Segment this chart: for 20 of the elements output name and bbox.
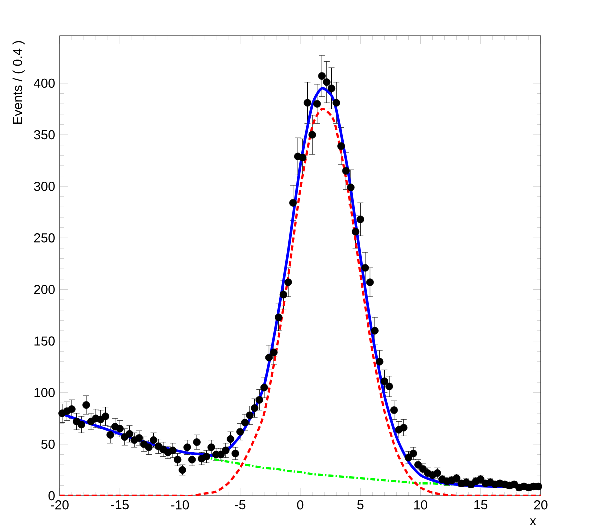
x-tick-label: -20 [51,500,69,510]
x-axis-title: x [530,518,536,526]
x-tick-label: 15 [474,500,488,510]
y-tick-label: 150 [34,336,55,346]
x-tick-label: 10 [414,500,428,510]
x-tick-label: -10 [171,500,190,510]
x-tick-label: -5 [235,500,246,510]
y-tick-label: 350 [34,130,55,140]
y-tick-label: 300 [34,182,55,192]
y-axis-title: Events / ( 0.4 ) [12,41,25,124]
y-tick-label: 100 [34,388,55,398]
x-tick-label: 0 [297,500,304,510]
y-tick-label: 250 [34,234,55,243]
y-tick-label: 400 [34,78,55,88]
x-tick-label: 5 [358,500,364,510]
y-tick-label: 200 [34,285,55,294]
y-tick-label: 50 [42,440,55,450]
y-tick-label: 0 [48,491,55,501]
x-tick-label: -15 [111,500,129,510]
x-tick-label: 20 [534,500,548,510]
